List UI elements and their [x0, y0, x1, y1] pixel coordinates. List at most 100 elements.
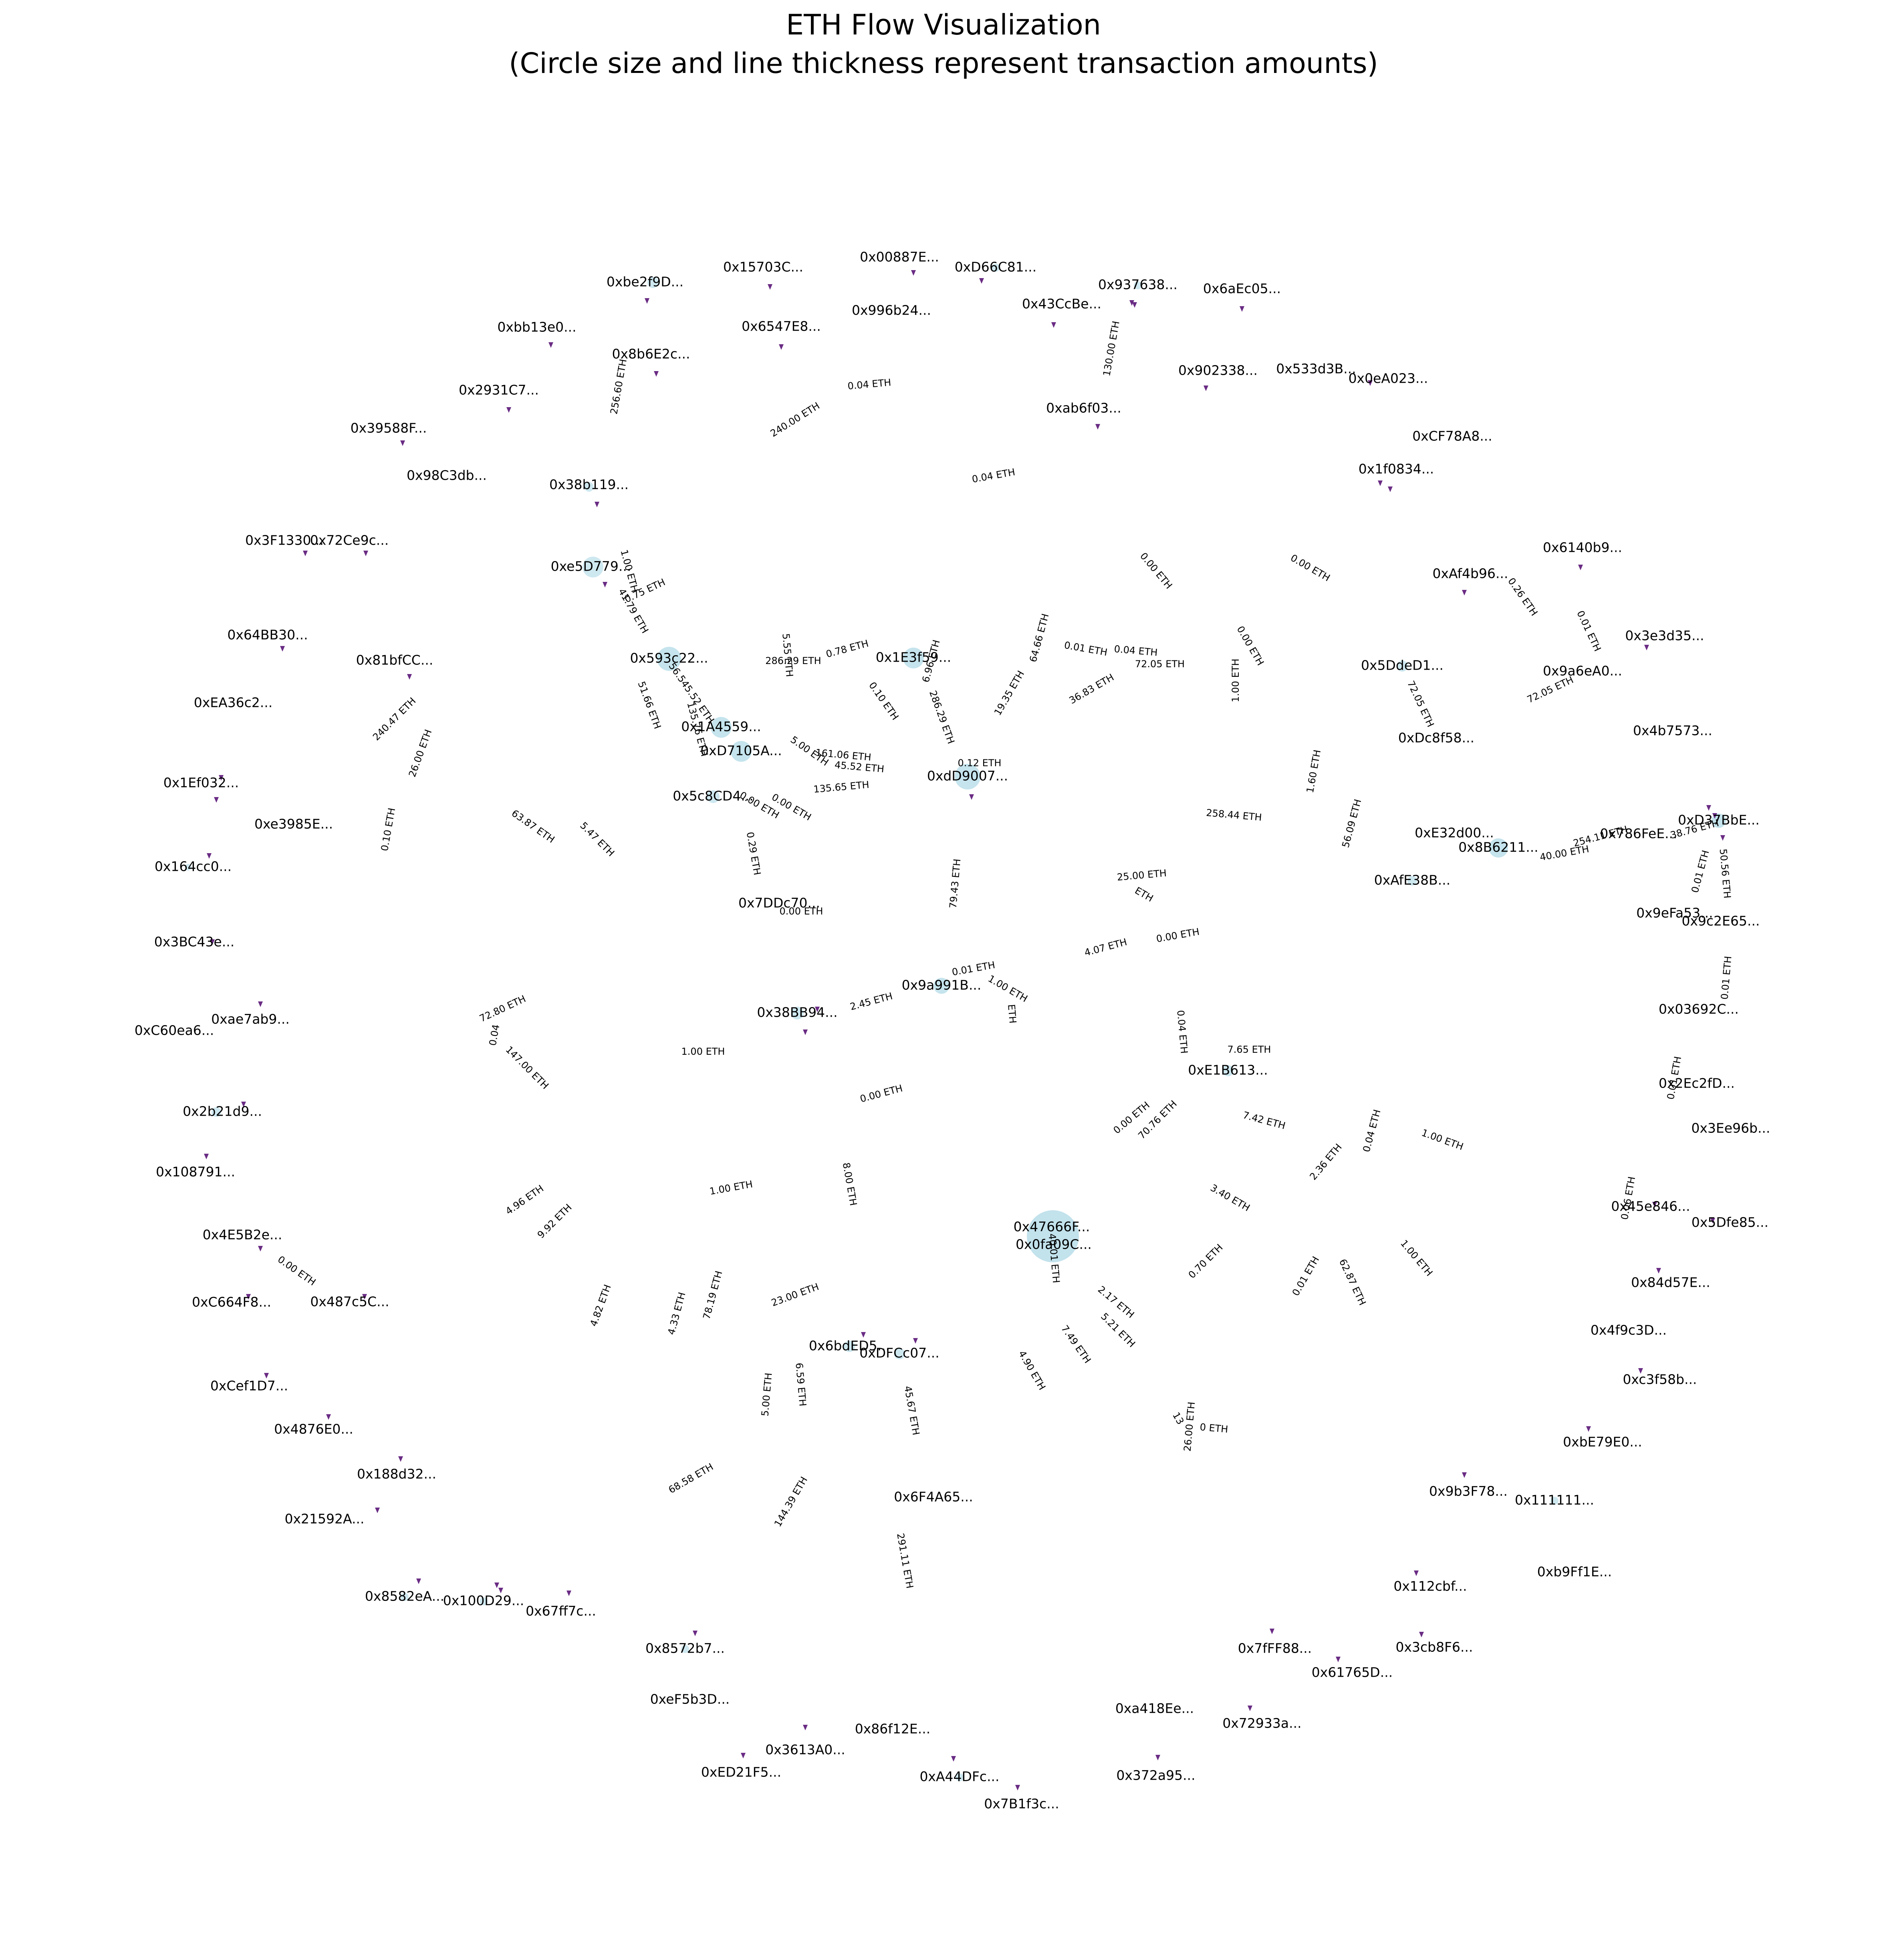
- address-node-label: 0x7fFF88...: [1238, 1641, 1312, 1656]
- edge-amount-label: 56.09 ETH: [1340, 798, 1363, 849]
- arrowhead-icon: [741, 1753, 746, 1758]
- edge-amount-label: 1.00 ETH: [1420, 1127, 1465, 1153]
- address-node-label: 0xe5D779...: [551, 559, 631, 574]
- arrowhead-icon: [913, 1338, 918, 1344]
- edge-amount-label: 78.19 ETH: [701, 1270, 724, 1320]
- edge-amount-label: 45.67 ETH: [902, 1385, 921, 1436]
- edge-amount-label: 258.44 ETH: [1206, 807, 1262, 823]
- title-block: ETH Flow Visualization (Circle size and …: [0, 6, 1887, 83]
- arrowhead-icon: [362, 1294, 367, 1300]
- address-node-label: 0xC60ea6...: [135, 1023, 214, 1038]
- address-node-label: 0x8572b7...: [645, 1641, 725, 1656]
- arrowhead-icon: [1419, 1632, 1424, 1637]
- edge-amount-label: 4.82 ETH: [588, 1283, 613, 1328]
- address-node-label: 0xbe2f9D...: [607, 274, 683, 290]
- address-node-label: 0x5DdeD1...: [1361, 658, 1443, 673]
- address-node-label: 0x2931C7...: [459, 382, 539, 398]
- arrowhead-icon: [219, 775, 224, 781]
- address-node-label: 0x100D29...: [443, 1593, 524, 1609]
- edge-amount-label: 286.29 ETH: [927, 689, 957, 745]
- address-node-label: 0xCF78A8...: [1412, 428, 1492, 444]
- node-circle: [1489, 838, 1508, 858]
- arrowhead-icon: [1388, 486, 1393, 492]
- arrowhead-icon: [693, 1631, 698, 1636]
- edge-amount-label: ETH: [1133, 885, 1155, 904]
- address-node-label: 0x38b119...: [549, 477, 629, 493]
- address-node-label: 0xAf4b96...: [1433, 566, 1508, 581]
- address-node-label: 0x5Dfe85...: [1691, 1215, 1768, 1230]
- edge-amount-label: 5.47 ETH: [578, 820, 617, 859]
- edge-amount-label: 240.00 ETH: [768, 400, 822, 439]
- address-node-label: 0x9b3F78...: [1429, 1484, 1508, 1499]
- edge-amount-label: 2.17 ETH: [1096, 1284, 1136, 1320]
- edge-amount-label: 0.04 ETH: [1114, 643, 1158, 658]
- arrowhead-icon: [603, 582, 607, 587]
- edge-amount-label: 0.10 ETH: [379, 807, 397, 852]
- address-node-label: 0xa418Ee...: [1115, 1701, 1194, 1716]
- arrowhead-icon: [1578, 565, 1583, 570]
- address-node-label: 0x64BB30...: [227, 627, 308, 643]
- arrowhead-icon: [779, 344, 784, 350]
- address-node-label: 0xED21F5...: [701, 1764, 781, 1780]
- edge-amount-label: 7.42 ETH: [1242, 1109, 1286, 1131]
- node-circle: [707, 790, 720, 803]
- address-node-label: 0xE32d00...: [1415, 825, 1494, 841]
- node-circle: [894, 1348, 905, 1359]
- address-node-label: 0x2Ec2fD...: [1659, 1076, 1735, 1091]
- address-node-label: 0x111111...: [1515, 1492, 1594, 1508]
- arrowhead-icon: [398, 1456, 403, 1462]
- edge-amount-label: 45.52 ETH: [834, 759, 885, 775]
- address-node-label: 0x39588F...: [351, 420, 427, 436]
- edge-amount-label: 5.00 ETH: [759, 1372, 774, 1417]
- arrowhead-icon: [363, 551, 368, 556]
- edge-amount-label: 7.65 ETH: [1228, 1044, 1271, 1055]
- address-node-label: 0xD66C81...: [955, 259, 1036, 275]
- address-node-label: 0x98C3db...: [407, 468, 487, 483]
- address-node-label: 0xD7105A...: [700, 743, 782, 759]
- address-node-label: 0x7DDc70...: [738, 895, 820, 911]
- arrowhead-icon: [1270, 1629, 1274, 1634]
- arrowhead-icon: [1248, 1706, 1252, 1711]
- address-node-label: 0xEA36c2...: [194, 695, 273, 711]
- arrowhead-icon: [1051, 322, 1056, 328]
- address-node-label: 0xA44DFc...: [919, 1769, 999, 1784]
- arrowhead-icon: [280, 646, 285, 652]
- edge-amount-label: 64.66 ETH: [1027, 612, 1051, 663]
- arrowhead-icon: [861, 1332, 866, 1338]
- arrowhead-icon: [264, 1373, 269, 1379]
- address-node-label: 0x8B6211...: [1458, 840, 1538, 855]
- node-circle: [583, 557, 603, 577]
- edge-amount-label: 0.01 ETH: [1719, 955, 1734, 1000]
- arrowhead-icon: [400, 440, 405, 446]
- node-circle: [647, 277, 659, 288]
- node-circle: [401, 1593, 409, 1601]
- edge-amount-label: 26.00 ETH: [407, 728, 434, 779]
- edge-amount-label: 0.04: [487, 1023, 502, 1046]
- node-circle: [791, 1007, 804, 1019]
- node-circle: [1027, 1210, 1079, 1262]
- edge-amount-label: 0.01 ETH: [1689, 849, 1711, 894]
- address-node-label: 0x4b7573...: [1633, 723, 1712, 739]
- address-node-label: 0x6547E8...: [742, 319, 821, 334]
- address-node-label: 0x21592A...: [285, 1511, 365, 1527]
- arrowhead-icon: [548, 342, 553, 348]
- address-node-label: 0x0fa09C...: [1016, 1237, 1092, 1252]
- edge-amount-label: 256.60 ETH: [608, 358, 629, 415]
- node-circle: [903, 648, 924, 668]
- address-node-label: 0xb9Ff1E...: [1537, 1564, 1612, 1580]
- node-circle: [711, 717, 732, 738]
- edge-amount-label: 0.29 ETH: [744, 831, 763, 876]
- chart-title: ETH Flow Visualization: [786, 8, 1101, 41]
- edge-amount-label: 0.70 ETH: [1186, 1242, 1225, 1281]
- edge-amount-label: 72.05 ETH: [1525, 674, 1575, 705]
- edge-amount-label: 36.83 ETH: [1067, 672, 1116, 706]
- address-node-label: 0x9a6eA0...: [1543, 663, 1622, 679]
- edge-amount-label: 130.00 ETH: [1101, 320, 1122, 377]
- edge-amount-label: 0.00 ETH: [780, 906, 823, 917]
- edge-amount-label: 0.04 ETH: [1175, 1009, 1189, 1054]
- address-node-label: 0x47666F...: [1014, 1219, 1090, 1235]
- arrowhead-icon: [1720, 835, 1725, 841]
- edge-amount-label: 40.00 ETH: [1539, 843, 1590, 863]
- arrowhead-icon: [210, 939, 215, 945]
- arrowhead-icon: [951, 1756, 956, 1762]
